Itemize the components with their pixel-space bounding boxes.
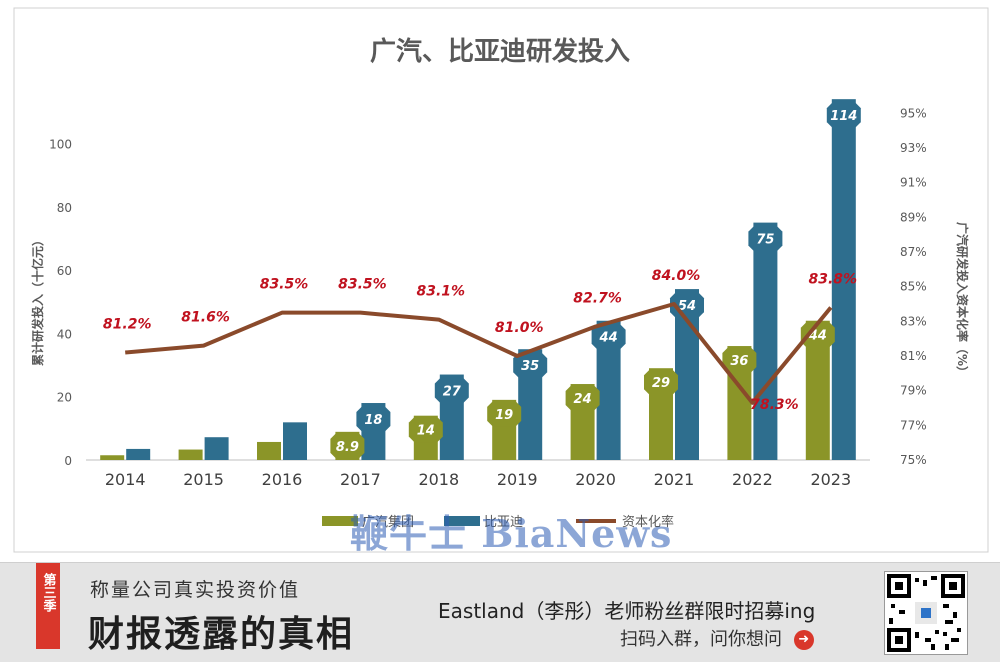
legend-swatch [322, 516, 358, 526]
legend-swatch [444, 516, 480, 526]
data-label-bubble-byd [434, 377, 469, 404]
x-tick-label: 2018 [418, 470, 459, 489]
data-label-byd: 54 [678, 299, 696, 314]
legend-label: 广汽集团 [362, 514, 414, 530]
data-label-bubble-gac [487, 400, 522, 427]
bar-gac [100, 455, 125, 460]
footer-banner: 第三季 称量公司真实投资价值 财报透露的真相 Eastland（李彤）老师粉丝群… [0, 562, 1000, 662]
data-label-byd: 44 [599, 331, 618, 346]
y2-tick-label: 77% [900, 418, 927, 432]
data-label-rate: 82.7% [573, 291, 622, 307]
y-tick-label: 40 [57, 327, 72, 341]
x-tick-label: 2023 [810, 470, 851, 489]
data-label-bubble-byd [591, 323, 626, 350]
data-label-bubble-byd [356, 406, 391, 433]
data-label-bubble-byd [826, 102, 861, 129]
data-label-byd: 27 [443, 385, 462, 400]
y-axis-label: 累计研发投入（十亿元） [30, 234, 45, 366]
qr-code-graphic [887, 574, 965, 652]
y2-tick-label: 95% [900, 106, 927, 120]
bar-byd [126, 448, 151, 460]
x-tick-label: 2017 [340, 470, 381, 489]
season-tag-text: 第三季 [40, 573, 56, 612]
y2-tick-label: 87% [900, 245, 927, 259]
x-tick-label: 2019 [497, 470, 538, 489]
bar-gac [178, 449, 203, 460]
data-label-bubble-gac [644, 369, 678, 396]
data-label-bubble-gac [800, 321, 835, 348]
data-label-gac: 14 [417, 424, 435, 439]
bar-byd [204, 437, 229, 460]
y2-tick-label: 91% [900, 176, 927, 190]
y-tick-label: 80 [57, 201, 72, 215]
x-tick-label: 2016 [262, 470, 303, 489]
y-tick-label: 60 [57, 264, 72, 278]
y2-tick-label: 85% [900, 280, 927, 294]
recruit-text: Eastland（李彤）老师粉丝群限时招募ing [438, 599, 816, 623]
scan-row[interactable]: 扫码入群，问你想问 ➜ [620, 625, 814, 651]
y-tick-label: 0 [64, 454, 72, 468]
scan-text: 扫码入群，问你想问 [620, 629, 782, 650]
data-label-rate: 83.5% [338, 277, 387, 293]
data-label-bubble-gac [330, 432, 365, 459]
data-label-gac: 8.9 [336, 440, 359, 455]
data-label-gac: 29 [652, 376, 670, 391]
y2-axis-label: 广汽研发投入资本化率（%） [955, 222, 970, 378]
data-label-byd: 75 [756, 233, 774, 248]
arrow-right-icon[interactable]: ➜ [793, 630, 814, 650]
data-label-bubble-gac [722, 347, 757, 374]
x-tick-label: 2014 [105, 470, 146, 489]
data-label-rate: 81.2% [103, 317, 152, 333]
chart-frame [13, 7, 989, 553]
x-tick-label: 2015 [183, 470, 224, 489]
data-label-byd: 18 [364, 413, 382, 428]
y2-tick-label: 75% [900, 453, 927, 467]
data-label-rate: 78.3% [750, 397, 799, 413]
bar-byd [283, 422, 307, 460]
data-label-rate: 83.5% [260, 277, 309, 293]
data-label-gac: 19 [495, 408, 513, 423]
data-label-gac: 36 [730, 354, 748, 369]
y-tick-label: 20 [57, 391, 72, 405]
bar-byd [831, 99, 856, 460]
data-label-rate: 83.1% [417, 284, 466, 300]
season-tag: 第三季 [36, 563, 60, 649]
data-label-rate: 83.8% [809, 271, 858, 287]
banner-headline: 财报透露的真相 [88, 613, 355, 655]
x-tick-label: 2022 [732, 470, 773, 489]
data-label-bubble-gac [408, 416, 443, 443]
data-label-gac: 24 [574, 392, 592, 407]
banner-slogan: 称量公司真实投资价值 [90, 579, 301, 601]
legend-label: 资本化率 [622, 514, 674, 530]
watermark: 鞭牛士 BiaNews [350, 511, 673, 556]
x-tick-label: 2020 [575, 470, 616, 489]
data-label-bubble-byd [513, 352, 548, 379]
data-label-rate: 81.0% [495, 320, 544, 336]
chart-container: 广汽、比亚迪研发投入 0 20 40 60 80 100 75% 77% 79% 81% 83% 85%… [13, 7, 989, 553]
chart-title: 广汽、比亚迪研发投入 [370, 36, 630, 67]
data-label-bubble-byd [748, 225, 783, 252]
y2-tick-label: 79% [900, 384, 927, 398]
x-tick-label: 2021 [654, 470, 695, 489]
data-label-byd: 114 [830, 109, 857, 124]
line-capitalization-rate [125, 302, 833, 405]
bar-byd [753, 222, 778, 460]
legend-label: 比亚迪 [484, 515, 523, 530]
y-tick-label: 100 [49, 137, 72, 151]
data-label-byd: 35 [521, 359, 539, 374]
y2-tick-label: 89% [900, 210, 927, 224]
qr-code[interactable] [884, 571, 968, 655]
data-label-bubble-gac [565, 385, 600, 412]
y2-tick-label: 81% [900, 349, 927, 363]
data-label-rate: 81.6% [181, 310, 230, 326]
y2-tick-label: 83% [900, 314, 927, 328]
data-label-rate: 84.0% [652, 268, 701, 284]
y2-tick-label: 93% [900, 141, 927, 155]
chart-svg: 广汽、比亚迪研发投入 0 20 40 60 80 100 75% 77% 79% 81% 83% 85%… [13, 7, 989, 553]
bar-gac [257, 441, 281, 460]
